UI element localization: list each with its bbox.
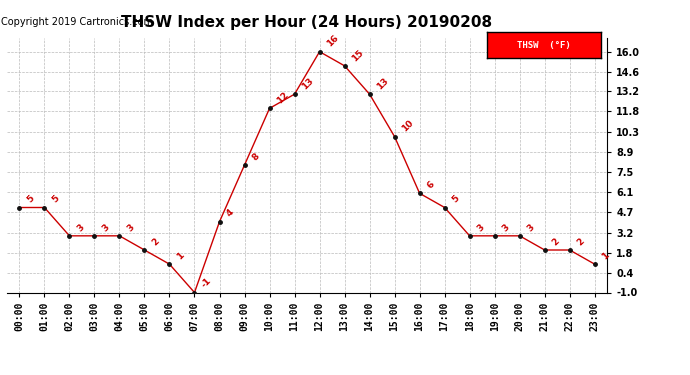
Title: THSW Index per Hour (24 Hours) 20190208: THSW Index per Hour (24 Hours) 20190208 (121, 15, 493, 30)
Text: 5: 5 (50, 194, 61, 205)
Text: 8: 8 (250, 152, 261, 162)
Text: 3: 3 (125, 222, 136, 233)
Text: 10: 10 (400, 119, 415, 134)
Text: 3: 3 (75, 222, 86, 233)
Text: 2: 2 (550, 237, 561, 247)
Text: 3: 3 (500, 222, 511, 233)
Text: 13: 13 (300, 76, 315, 92)
Text: 1: 1 (600, 251, 611, 261)
Text: 5: 5 (450, 194, 461, 205)
Text: 12: 12 (275, 90, 290, 105)
Text: Copyright 2019 Cartronics.com: Copyright 2019 Cartronics.com (1, 17, 153, 27)
Text: 2: 2 (150, 237, 161, 247)
Text: 13: 13 (375, 76, 391, 92)
Text: 6: 6 (425, 180, 436, 190)
Text: 3: 3 (475, 222, 486, 233)
Text: 16: 16 (325, 34, 340, 49)
Text: 4: 4 (225, 208, 236, 219)
Text: 1: 1 (175, 251, 186, 261)
Text: 2: 2 (575, 237, 586, 247)
Text: 3: 3 (100, 222, 111, 233)
Text: 15: 15 (350, 48, 365, 63)
Text: -1: -1 (200, 276, 213, 290)
Text: 5: 5 (25, 194, 36, 205)
Text: 3: 3 (525, 222, 536, 233)
